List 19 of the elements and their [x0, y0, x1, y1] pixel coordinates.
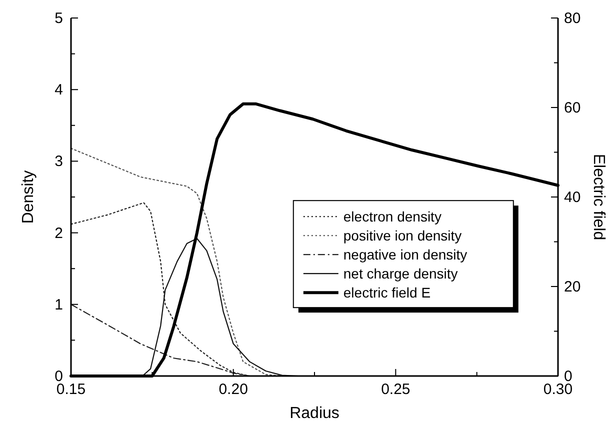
y-tick-label: 2	[54, 224, 63, 242]
y2-tick-label: 20	[564, 278, 581, 296]
y2-tick-label: 80	[564, 10, 581, 27]
x-tick-label: 0.25	[381, 381, 410, 398]
legend-label: net charge density	[343, 266, 458, 282]
y2-axis-title: Electric field	[590, 154, 607, 240]
legend-label: electron density	[343, 208, 442, 225]
y-tick-label: 1	[54, 296, 63, 314]
y-tick-label: 5	[54, 10, 63, 27]
y-tick-label: 4	[54, 82, 63, 99]
legend-label: negative ion density	[343, 246, 468, 263]
y-tick-label: 3	[54, 153, 63, 170]
y2-tick-label: 40	[564, 189, 581, 206]
y2-tick-label: 60	[564, 100, 581, 116]
x-axis-title: Radius	[290, 405, 340, 422]
x-tick-label: 0.20	[218, 381, 248, 398]
y-axis-title: Density	[20, 170, 37, 224]
legend-label: electric field E	[343, 284, 431, 301]
legend-label: positive ion density	[343, 228, 462, 244]
